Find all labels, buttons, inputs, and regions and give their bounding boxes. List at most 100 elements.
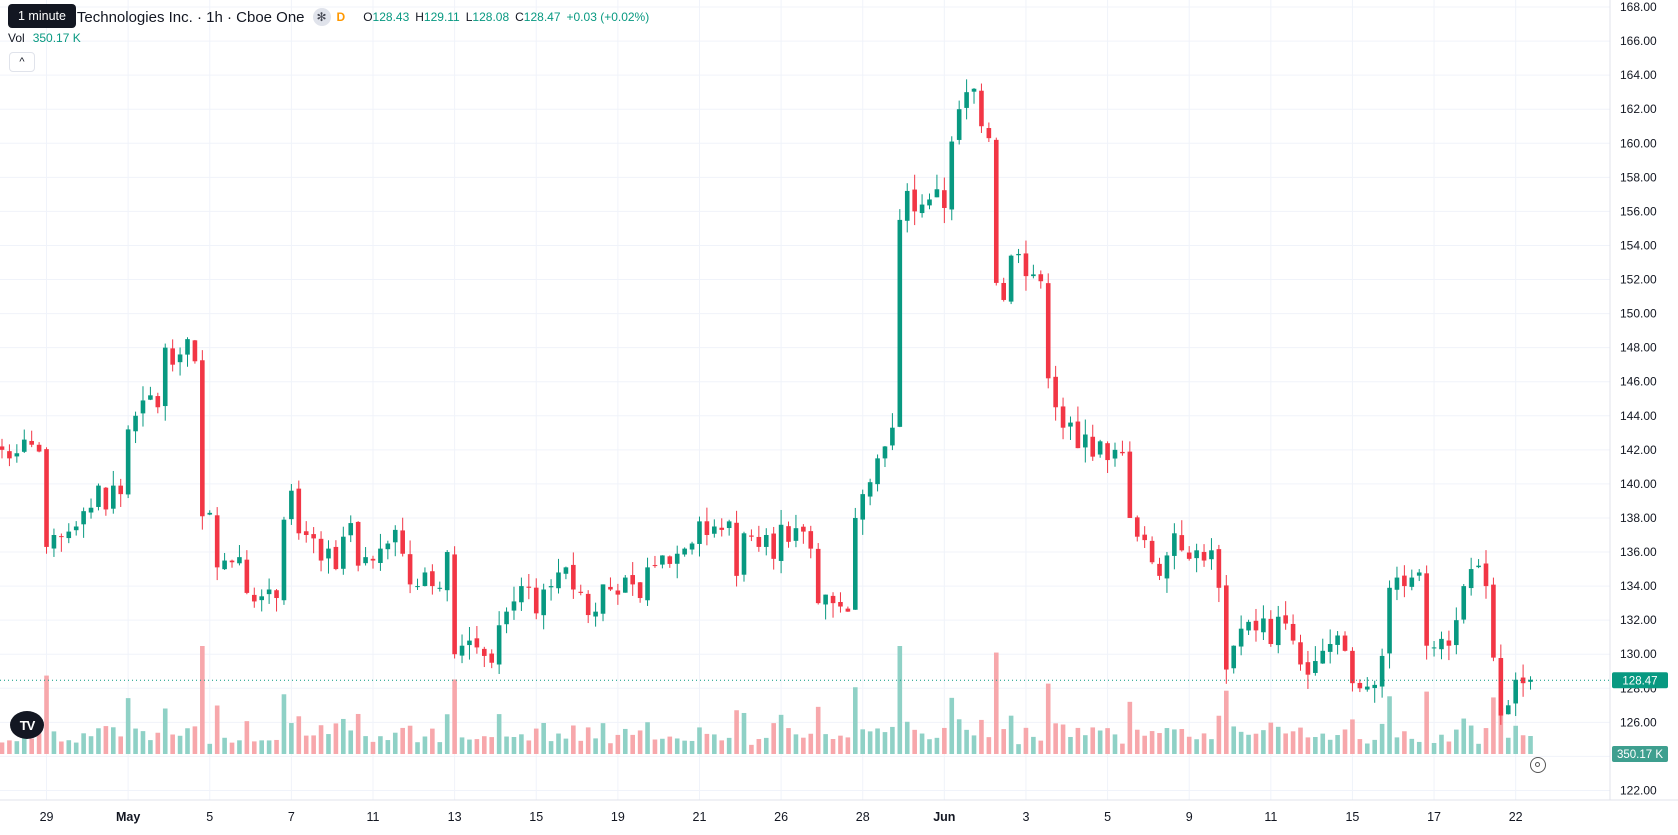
candle-body [1379,655,1385,687]
volume-bar [1320,733,1326,754]
volume-bar [1468,725,1474,754]
volume-bar [533,728,539,754]
price-tick-label: 152.00 [1620,273,1657,287]
volume-bar [467,739,472,754]
volume-bar [185,728,190,754]
volume-bar [801,737,806,754]
volume-bar [830,739,836,754]
time-tick-label: 17 [1427,810,1441,824]
volume-bar [0,742,5,754]
candle-body [111,485,116,509]
candle-body [125,429,131,495]
volume-bar [882,732,888,754]
chevron-up-icon[interactable]: ^ [9,52,35,72]
volume-bar [422,736,428,754]
tradingview-logo[interactable]: TV [10,711,44,739]
time-axis[interactable]: 29 May 5 7 11 13 15 19 21 26 28 Jun 3 5 9 11 15 17 22 [40,810,1523,824]
candle-body [1357,682,1363,689]
candle-body [21,439,27,452]
volume-bar [845,737,851,754]
candle-body [600,584,606,614]
candle-body [964,92,969,108]
candle-body [956,109,962,140]
candle-body [1461,586,1467,620]
candle-body [845,608,851,612]
volume-bar [1053,723,1058,754]
candle-body [556,572,561,589]
volume-bar [229,742,235,754]
volume-bar [897,646,903,754]
change-value: +0.03 (+0.02%) [566,10,650,24]
volume-bar [1372,739,1377,754]
volume-bar [1416,741,1422,754]
candle-body [318,538,324,561]
candle-body [177,354,183,363]
volume-bar [207,743,213,754]
volume-bar [1157,733,1162,754]
time-tick-label: 26 [774,810,788,824]
volume-bar [1179,729,1185,754]
candle-body [704,521,710,535]
volume-bar [1461,718,1467,754]
volume-bar [1023,727,1029,754]
volume-bar [415,742,420,754]
volume-bar [1075,727,1081,754]
volume-bar [1164,728,1170,754]
candle-body [341,536,346,569]
volume-bar [430,728,435,754]
volume-bar [392,732,398,754]
volume-bar [726,737,732,754]
candle-body [1001,282,1006,300]
volume-bar [949,697,955,754]
volume-bar [244,721,250,754]
candle-body [615,590,621,595]
candle-body [51,535,57,549]
candle-body [266,589,272,595]
volume-bar [1305,737,1311,754]
candle-body [1520,677,1526,684]
volume-bar [615,734,621,754]
volume-bar [511,736,517,754]
candle-body [407,554,413,585]
volume-bar [815,706,821,754]
gear-icon[interactable] [1530,757,1546,773]
volume-bar [66,740,72,754]
symbol-title[interactable]: r Technologies Inc. · 1h · Cboe One [68,8,305,26]
volume-bar [763,737,769,754]
candle-body [430,571,435,587]
volume-bar [281,694,287,754]
volume-bar [1387,696,1392,754]
candle-body [148,395,153,400]
volume-bar [689,740,695,754]
price-tick-label: 150.00 [1620,307,1657,321]
volume-bar [192,726,198,754]
volume-bar [148,740,153,754]
price-tick-label: 162.00 [1620,102,1657,116]
candle-body [667,556,673,564]
volume-bar [318,725,324,754]
candle-body [1090,436,1096,457]
candle-body [237,557,242,564]
candle-body [563,567,569,574]
volume-bar [600,723,606,754]
candle-body [1498,658,1504,716]
volume-bar [1149,731,1155,754]
candle-body [333,546,339,570]
candle-body [281,519,287,601]
candle-body [385,543,391,550]
candle-body [1060,406,1066,428]
volume-bar [771,723,776,754]
volume-bar [867,731,873,754]
candle-body [1120,451,1125,454]
volume-bar [1083,735,1088,754]
volume-bar [964,729,969,754]
candle-body [578,591,584,593]
price-tick-label: 136.00 [1620,545,1657,559]
volume-bar [111,727,116,754]
candle-body [897,219,903,427]
volume-bar [125,698,131,754]
asterisk-icon[interactable]: ✻ [312,8,331,26]
volume-bar [1476,743,1481,754]
candle-body [630,575,635,585]
